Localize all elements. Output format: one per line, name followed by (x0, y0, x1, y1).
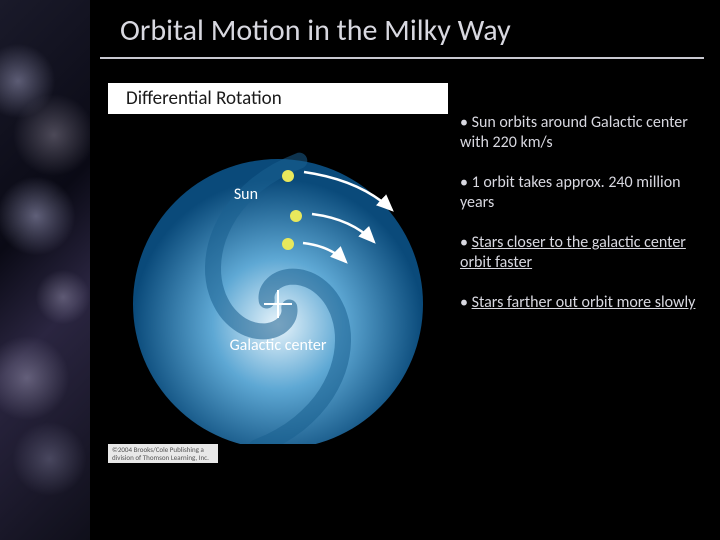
bullet-1-value: 220 km/s (493, 133, 553, 152)
orbit-dot (282, 170, 294, 182)
slide-content: Orbital Motion in the Milky Way Differen… (90, 0, 720, 540)
bullet-2-text: • 1 orbit takes approx. (460, 173, 608, 192)
bullet-4: • Stars farther out orbit more slowly (460, 293, 708, 313)
orbit-dot (290, 210, 302, 222)
bullet-1: • Sun orbits around Galactic center with… (460, 113, 708, 153)
left-column: Differential Rotation (108, 83, 448, 463)
bullet-3-pre: • (460, 233, 472, 252)
page-title: Orbital Motion in the Milky Way (100, 0, 704, 59)
subtitle: Differential Rotation (126, 87, 282, 110)
bullet-3-underlined: Stars closer to the galactic center orbi… (460, 233, 686, 272)
right-column: • Sun orbits around Galactic center with… (460, 83, 708, 463)
bullet-2: • 1 orbit takes approx. 240 million year… (460, 173, 708, 213)
galactic-center-label: Galactic center (230, 336, 327, 355)
sidebar-starfield (0, 0, 90, 540)
subtitle-band: Differential Rotation (108, 83, 448, 114)
credit-line-2: division of Thomson Learning, Inc. (112, 453, 209, 462)
sun-label: Sun (234, 185, 258, 204)
bullet-4-underlined: Stars farther out orbit more slowly (472, 293, 696, 312)
orbit-dot (282, 238, 294, 250)
galaxy-diagram: Galactic center Sun (108, 114, 448, 444)
bullet-4-pre: • (460, 293, 472, 312)
galaxy-svg: Galactic center Sun (108, 114, 448, 444)
image-credit: ©2004 Brooks/Cole Publishing a division … (108, 444, 218, 463)
main-row: Differential Rotation (90, 59, 720, 463)
bullet-3: • Stars closer to the galactic center or… (460, 233, 708, 273)
